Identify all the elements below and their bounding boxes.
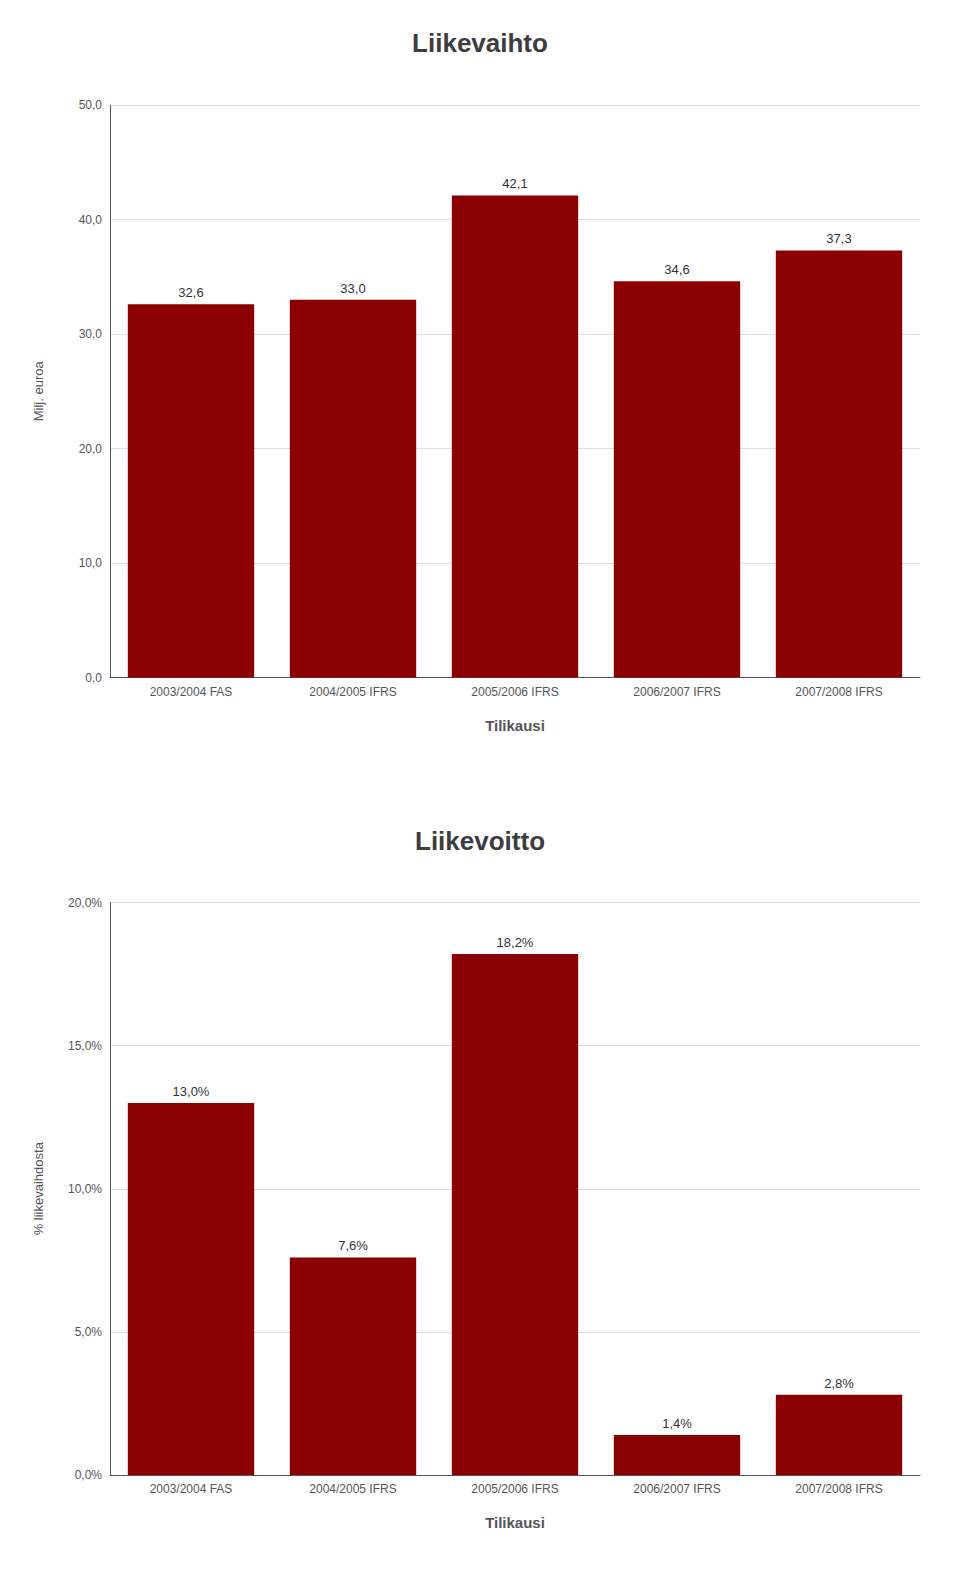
svg-text:2003/2004 FAS: 2003/2004 FAS [150,685,233,699]
svg-text:2005/2006 IFRS: 2005/2006 IFRS [471,1482,558,1496]
svg-text:34,6: 34,6 [664,262,689,277]
svg-text:% liikevaihdosta: % liikevaihdosta [31,1141,46,1235]
svg-text:32,6: 32,6 [178,285,203,300]
svg-text:2006/2007 IFRS: 2006/2007 IFRS [633,1482,720,1496]
svg-text:20,0: 20,0 [79,442,103,456]
svg-text:2,8%: 2,8% [824,1376,854,1391]
svg-text:2004/2005 IFRS: 2004/2005 IFRS [309,1482,396,1496]
svg-text:20,0%: 20,0% [68,896,102,910]
svg-text:2004/2005 IFRS: 2004/2005 IFRS [309,685,396,699]
svg-text:13,0%: 13,0% [173,1084,210,1099]
svg-text:Liikevoitto: Liikevoitto [415,826,545,856]
svg-text:7,6%: 7,6% [338,1238,368,1253]
svg-text:2005/2006 IFRS: 2005/2006 IFRS [471,685,558,699]
svg-text:30,0: 30,0 [79,327,103,341]
svg-text:Tilikausi: Tilikausi [485,717,545,734]
svg-text:37,3: 37,3 [826,231,851,246]
svg-text:50,0: 50,0 [79,98,103,112]
svg-text:10,0%: 10,0% [68,1182,102,1196]
svg-text:Tilikausi: Tilikausi [485,1514,545,1531]
svg-text:2003/2004 FAS: 2003/2004 FAS [150,1482,233,1496]
svg-text:Milj. euroa: Milj. euroa [31,360,46,421]
svg-text:2007/2008 IFRS: 2007/2008 IFRS [795,685,882,699]
svg-text:Liikevaihto: Liikevaihto [412,28,548,58]
svg-text:10,0: 10,0 [79,556,103,570]
svg-text:5,0%: 5,0% [75,1325,103,1339]
svg-text:0,0: 0,0 [85,671,102,685]
svg-text:2007/2008 IFRS: 2007/2008 IFRS [795,1482,882,1496]
svg-text:0,0%: 0,0% [75,1468,103,1482]
svg-text:2006/2007 IFRS: 2006/2007 IFRS [633,685,720,699]
svg-text:1,4%: 1,4% [662,1416,692,1431]
svg-text:15,0%: 15,0% [68,1039,102,1053]
svg-text:40,0: 40,0 [79,213,103,227]
svg-text:42,1: 42,1 [502,176,527,191]
svg-text:33,0: 33,0 [340,281,365,296]
svg-text:18,2%: 18,2% [497,935,534,950]
